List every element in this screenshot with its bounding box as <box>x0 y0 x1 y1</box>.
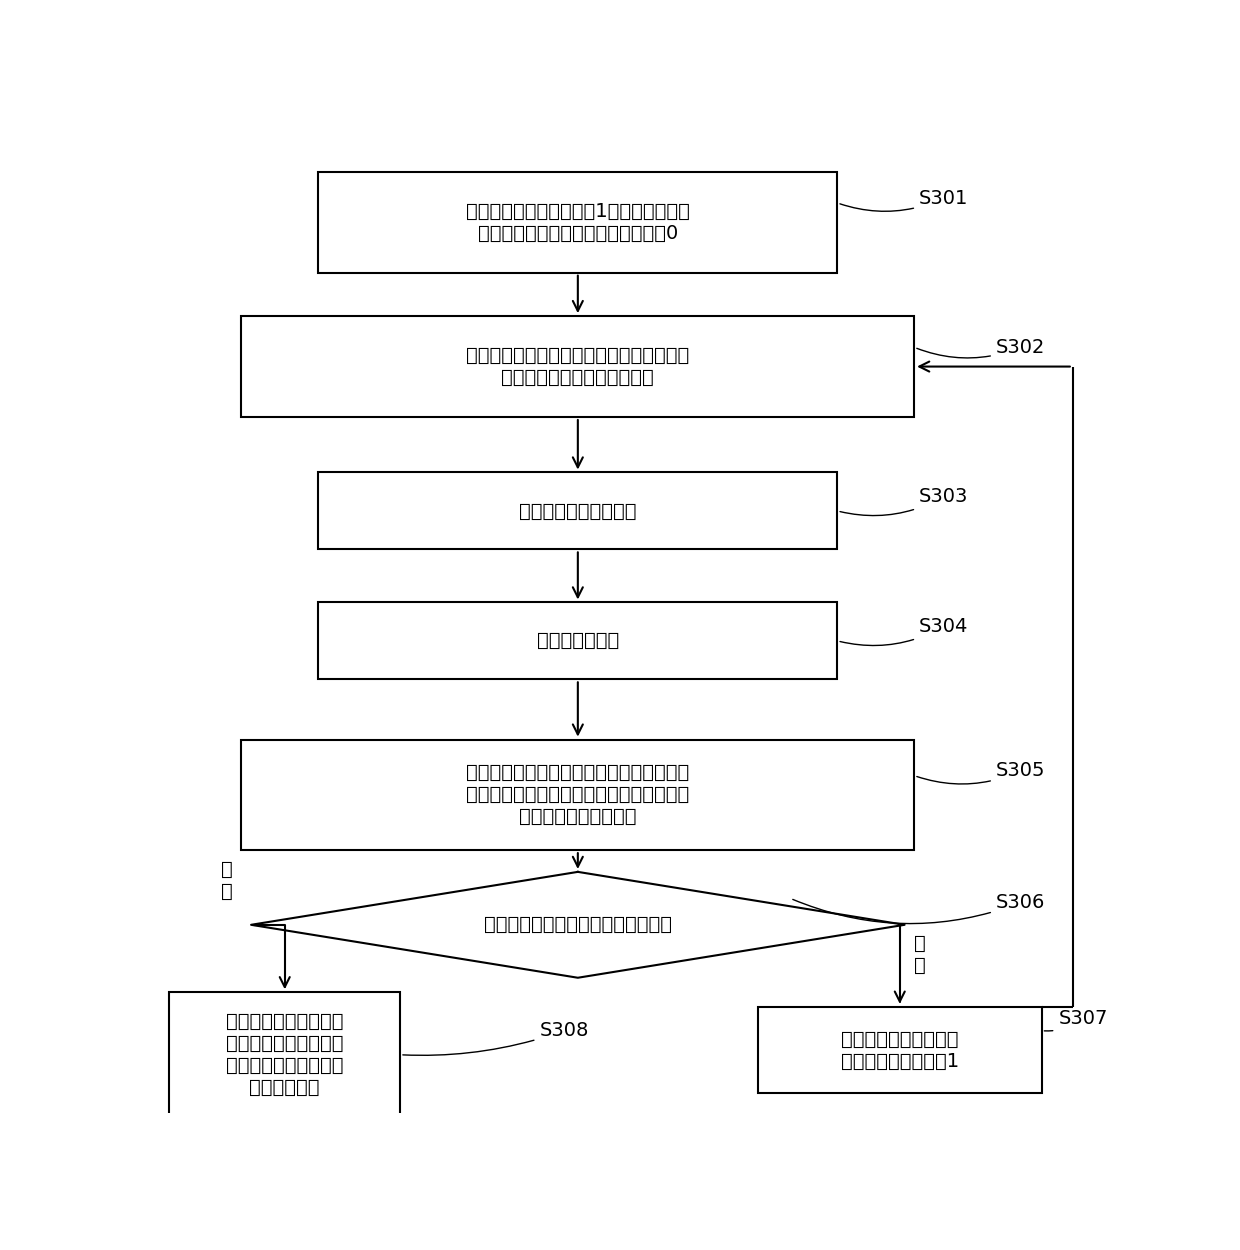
Text: S305: S305 <box>916 761 1045 784</box>
Text: 计算当前调节值: 计算当前调节值 <box>537 631 619 650</box>
Text: 基于设定采样间隔，将
当前采样次数的值加1: 基于设定采样间隔，将 当前采样次数的值加1 <box>841 1030 959 1070</box>
Bar <box>319 602 837 680</box>
Text: 计算当前喷油量偏差值: 计算当前喷油量偏差值 <box>520 501 636 520</box>
Text: S302: S302 <box>916 338 1045 357</box>
Text: 若
是: 若 是 <box>914 935 926 975</box>
Text: 根据当前调节值、机车
牵引功率和预设输出功
率调节系数，当前档位
目标输出功率: 根据当前调节值、机车 牵引功率和预设输出功 率调节系数，当前档位 目标输出功率 <box>226 1013 343 1098</box>
Bar <box>242 316 914 418</box>
Bar <box>170 992 401 1118</box>
Text: S304: S304 <box>839 618 968 645</box>
Text: 将当前调节值确定为第一调节值，将第一偏
差值确定为第二偏差值，并将当前喷油量偏
差值确认为第一偏差值: 将当前调节值确定为第一调节值，将第一偏 差值确定为第二偏差值，并将当前喷油量偏 … <box>466 764 689 826</box>
Text: 若
否: 若 否 <box>221 860 233 901</box>
Text: S308: S308 <box>403 1021 589 1055</box>
Text: 判断当前时刻是否在预设采样时间内: 判断当前时刻是否在预设采样时间内 <box>484 915 672 934</box>
Text: S306: S306 <box>792 894 1045 924</box>
Bar <box>319 171 837 272</box>
Bar <box>319 472 837 550</box>
Bar <box>758 1006 1042 1094</box>
Text: 基于接收到的当前柴油机负载控制信号，获
取当前柴油机控制盒的喷油量: 基于接收到的当前柴油机负载控制信号，获 取当前柴油机控制盒的喷油量 <box>466 346 689 388</box>
Text: S301: S301 <box>839 189 968 211</box>
Text: 确定当前采样次数的值为1，并设定第一调
节值、第一偏差值和第二偏差值均为0: 确定当前采样次数的值为1，并设定第一调 节值、第一偏差值和第二偏差值均为0 <box>466 201 689 242</box>
Bar <box>242 740 914 850</box>
Text: S303: S303 <box>839 488 968 515</box>
Text: S307: S307 <box>1044 1009 1107 1031</box>
